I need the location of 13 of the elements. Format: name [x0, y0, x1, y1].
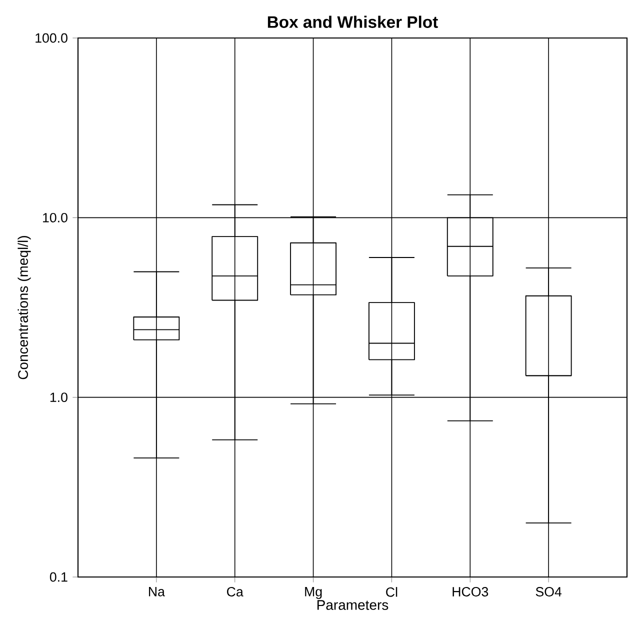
y-tick-label: 0.1 [50, 572, 68, 582]
x-tick-label: SO4 [536, 587, 562, 596]
y-tick-label: 1.0 [50, 392, 68, 402]
y-tick-label: 10.0 [43, 212, 68, 222]
x-axis-title: Parameters [317, 600, 388, 610]
y-tick-label: 100.0 [36, 33, 68, 43]
x-tick-label: Ca [227, 587, 244, 596]
x-tick-label: Mg [305, 587, 322, 599]
x-tick-label: Na [148, 587, 165, 596]
x-tick-label: HCO3 [452, 587, 488, 596]
y-axis-title: Concentrations (meql/l) [18, 236, 31, 380]
chart-title: Box and Whisker Plot [268, 16, 438, 28]
x-tick-label: Cl [386, 587, 398, 597]
